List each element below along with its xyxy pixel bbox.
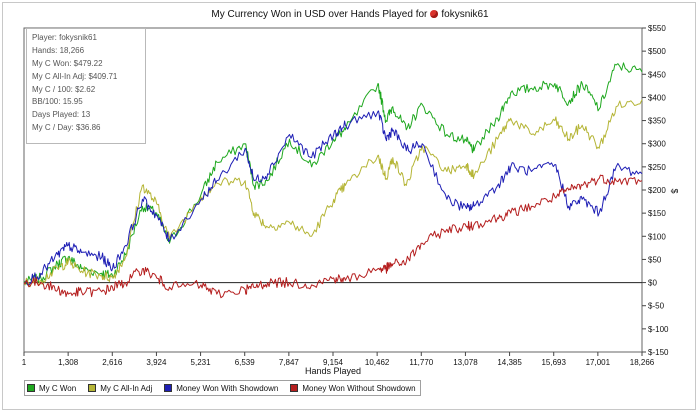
x-axis-label: Hands Played [304, 366, 362, 376]
legend-label: My C Won [39, 383, 77, 393]
y-tick-label: $250 [648, 163, 666, 172]
stats-box: Player: fokysnik61 Hands: 18,266 My C Won:… [26, 28, 146, 144]
x-tick-label: 15,693 [541, 358, 566, 367]
y-tick-label: $50 [648, 255, 662, 264]
chart-legend: My C Won My C All-In Adj Money Won With Sh… [24, 380, 421, 396]
series-line-3 [23, 174, 643, 299]
x-tick-label: 14,385 [497, 358, 522, 367]
legend-label: Money Won With Showdown [176, 383, 279, 393]
x-tick-label: 17,001 [586, 358, 611, 367]
series-line-1 [23, 99, 643, 288]
x-tick-label: 3,924 [146, 358, 167, 367]
y-tick-label: $100 [648, 232, 666, 241]
stats-line: My C / Day: $36.86 [32, 123, 101, 133]
legend-item[interactable]: Money Won With Showdown [164, 384, 278, 393]
stats-line: BB/100: 15.95 [32, 97, 83, 107]
y-tick-label: $350 [648, 117, 666, 126]
series-line-2 [23, 110, 643, 286]
y-tick-label: $450 [648, 70, 666, 79]
legend-swatch [27, 384, 35, 392]
legend-item[interactable]: My C Won [27, 384, 76, 393]
stats-line: My C / 100: $2.62 [32, 84, 96, 94]
stats-line: Days Played: 13 [32, 110, 91, 120]
y-tick-label: $0 [648, 279, 657, 288]
x-tick-label: 9,154 [323, 358, 344, 367]
x-tick-label: 1,308 [58, 358, 79, 367]
legend-swatch [164, 384, 173, 392]
x-tick-label: 7,847 [279, 358, 300, 367]
legend-item[interactable]: Money Won Without Showdown [290, 383, 416, 393]
x-tick-label: 5,231 [191, 358, 212, 367]
y-axis-label: $ [669, 188, 680, 194]
x-tick-label: 1 [22, 358, 27, 367]
legend-label: My C All-In Adj [100, 383, 153, 393]
stats-line: Player: fokysnik61 [32, 33, 97, 42]
y-tick-label: $150 [648, 209, 666, 218]
x-tick-label: 6,539 [235, 358, 256, 367]
series-line-0 [23, 62, 643, 285]
y-tick-label: $-150 [648, 348, 669, 357]
y-tick-label: $-100 [648, 325, 669, 334]
player-site-icon [430, 10, 439, 18]
y-tick-label: $550 [648, 24, 666, 33]
stats-line: My C All-In Adj: $409.71 [32, 71, 118, 81]
chart-title-text: My Currency Won in USD over Hands Played… [211, 9, 428, 20]
x-tick-label: 10,462 [365, 358, 390, 367]
legend-swatch [88, 384, 97, 392]
legend-label: Money Won Without Showdown [302, 383, 416, 393]
chart-title-player: fokysnik61 [441, 9, 489, 20]
legend-item[interactable]: My C All-In Adj [88, 384, 152, 393]
stats-line: Hands: 18,266 [32, 45, 85, 55]
y-tick-label: $400 [648, 93, 666, 102]
x-tick-label: 13,078 [453, 358, 478, 367]
x-tick-label: 18,266 [630, 358, 655, 367]
y-tick-label: $200 [648, 186, 666, 195]
y-tick-label: $300 [648, 140, 666, 149]
y-tick-label: $500 [648, 47, 666, 56]
stats-line: My C Won: $479.22 [32, 58, 103, 68]
chart-title: My Currency Won in USD over Hands Played… [0, 9, 700, 20]
x-tick-label: 11,770 [409, 358, 433, 367]
x-tick-label: 2,616 [102, 358, 123, 367]
y-tick-label: $-50 [648, 302, 665, 311]
legend-swatch [290, 384, 299, 392]
